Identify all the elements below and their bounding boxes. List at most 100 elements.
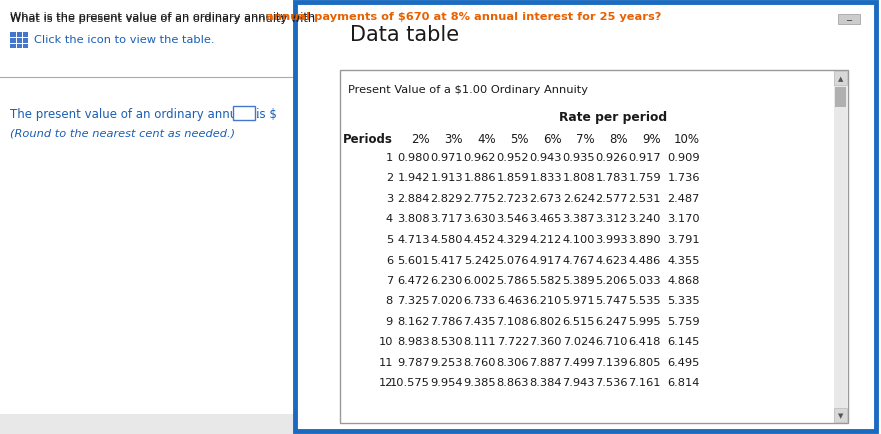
Text: 7.139: 7.139 (596, 357, 628, 367)
Text: The present value of an ordinary annuity is $: The present value of an ordinary annuity… (10, 108, 277, 121)
Text: 5.971: 5.971 (562, 296, 595, 306)
Text: 8.530: 8.530 (431, 337, 463, 347)
Text: 6.814: 6.814 (668, 378, 700, 388)
Text: 2.723: 2.723 (497, 194, 529, 204)
Text: 7.722: 7.722 (497, 337, 529, 347)
Text: 7.360: 7.360 (529, 337, 562, 347)
Text: 5.076: 5.076 (497, 255, 529, 265)
Text: 5.206: 5.206 (596, 275, 628, 285)
Text: 2.487: 2.487 (668, 194, 700, 204)
Text: 0.917: 0.917 (628, 153, 661, 163)
Text: 1.942: 1.942 (397, 173, 430, 183)
Text: 4.355: 4.355 (668, 255, 700, 265)
Text: 7.108: 7.108 (496, 316, 529, 326)
Text: 4.713: 4.713 (397, 234, 430, 244)
Text: 3.791: 3.791 (668, 234, 700, 244)
Text: 10.575: 10.575 (390, 378, 430, 388)
Text: 8.760: 8.760 (463, 357, 496, 367)
Bar (0, 414, 310, 434)
Text: 3.546: 3.546 (497, 214, 529, 224)
Text: 5.335: 5.335 (668, 296, 700, 306)
Text: 4: 4 (386, 214, 393, 224)
Text: 6.145: 6.145 (668, 337, 700, 347)
Text: 1.759: 1.759 (628, 173, 661, 183)
Text: 5.601: 5.601 (397, 255, 430, 265)
Text: .: . (255, 108, 260, 121)
Text: 4.100: 4.100 (562, 234, 595, 244)
Text: 0.962: 0.962 (463, 153, 496, 163)
Bar (834, 408, 847, 422)
Text: 5.535: 5.535 (628, 296, 661, 306)
Text: 8.983: 8.983 (397, 337, 430, 347)
Text: 4.212: 4.212 (529, 234, 562, 244)
Text: 9.253: 9.253 (431, 357, 463, 367)
Text: 4.329: 4.329 (497, 234, 529, 244)
Text: 5: 5 (386, 234, 393, 244)
Text: 5.389: 5.389 (562, 275, 595, 285)
Text: 6.495: 6.495 (668, 357, 700, 367)
Text: 6: 6 (386, 255, 393, 265)
Text: 3.717: 3.717 (431, 214, 463, 224)
Text: 4.452: 4.452 (463, 234, 496, 244)
Text: 3: 3 (386, 194, 393, 204)
Text: 3.387: 3.387 (562, 214, 595, 224)
Text: 1: 1 (386, 153, 393, 163)
Text: 7.161: 7.161 (628, 378, 661, 388)
Text: 3%: 3% (445, 133, 463, 146)
Bar (295, 3, 876, 431)
Text: What is the present value of an ordinary annuity with: What is the present value of an ordinary… (10, 12, 319, 22)
Text: 9.385: 9.385 (463, 378, 496, 388)
Text: 8: 8 (386, 296, 393, 306)
Text: 3.890: 3.890 (628, 234, 661, 244)
Text: 4.623: 4.623 (596, 255, 628, 265)
Text: Periods: Periods (343, 133, 393, 146)
Text: 5.759: 5.759 (668, 316, 700, 326)
Text: 4%: 4% (478, 133, 496, 146)
Text: 2.884: 2.884 (397, 194, 430, 204)
Text: 2.624: 2.624 (563, 194, 595, 204)
Text: 6.733: 6.733 (463, 296, 496, 306)
Text: 1.859: 1.859 (496, 173, 529, 183)
Text: 2%: 2% (411, 133, 430, 146)
Text: 10%: 10% (674, 133, 700, 146)
Text: 5.033: 5.033 (628, 275, 661, 285)
Text: 4.917: 4.917 (529, 255, 562, 265)
Text: ▲: ▲ (838, 76, 843, 82)
Text: 5.995: 5.995 (628, 316, 661, 326)
Text: 3.465: 3.465 (529, 214, 562, 224)
Text: 6.418: 6.418 (629, 337, 661, 347)
Text: 7.499: 7.499 (562, 357, 595, 367)
Text: 6%: 6% (544, 133, 562, 146)
Text: 2.531: 2.531 (628, 194, 661, 204)
Text: 7.020: 7.020 (431, 296, 463, 306)
Text: 1.913: 1.913 (431, 173, 463, 183)
Text: 9: 9 (386, 316, 393, 326)
Text: 7: 7 (386, 275, 393, 285)
Text: 9%: 9% (642, 133, 661, 146)
Text: annual payments of $670 at 8% annual interest for 25 years?: annual payments of $670 at 8% annual int… (266, 12, 662, 22)
Text: 0.952: 0.952 (497, 153, 529, 163)
Text: 12: 12 (379, 378, 393, 388)
Bar (835, 88, 846, 108)
Bar (233, 107, 255, 121)
Text: 2.829: 2.829 (431, 194, 463, 204)
Text: 6.210: 6.210 (529, 296, 562, 306)
Text: Click the icon to view the table.: Click the icon to view the table. (34, 35, 214, 45)
Text: 1.886: 1.886 (463, 173, 496, 183)
Bar (834, 72, 847, 86)
Text: 2: 2 (386, 173, 393, 183)
Text: 1.808: 1.808 (562, 173, 595, 183)
Text: 8.863: 8.863 (497, 378, 529, 388)
Text: 5.582: 5.582 (529, 275, 562, 285)
Text: 0.980: 0.980 (397, 153, 430, 163)
Text: 7.887: 7.887 (529, 357, 562, 367)
Bar (10, 33, 28, 49)
Text: 6.230: 6.230 (431, 275, 463, 285)
Text: 2.673: 2.673 (529, 194, 562, 204)
Bar (340, 71, 848, 423)
Text: 9.787: 9.787 (397, 357, 430, 367)
Text: 4.580: 4.580 (431, 234, 463, 244)
Text: 11: 11 (379, 357, 393, 367)
Text: 5.417: 5.417 (431, 255, 463, 265)
Text: 8.384: 8.384 (529, 378, 562, 388)
